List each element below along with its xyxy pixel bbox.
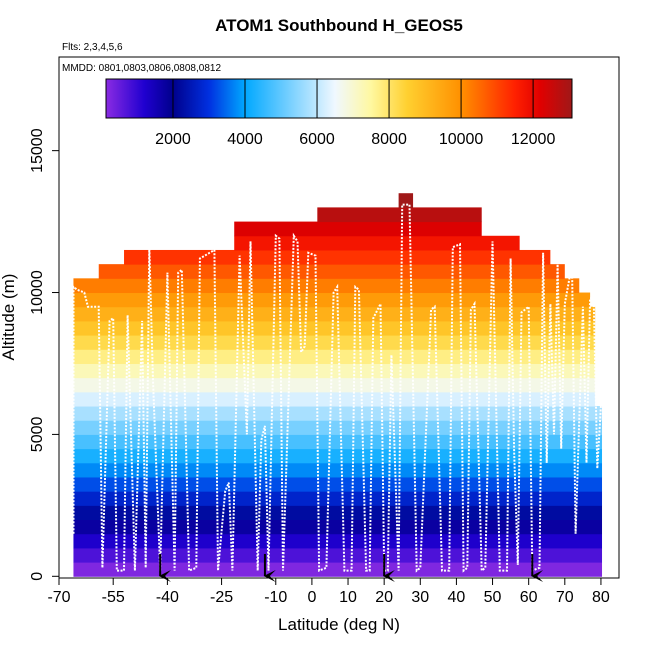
colorbar-tick-label: 12000 (511, 131, 556, 148)
x-tick-label: 30 (411, 589, 429, 606)
cell (234, 221, 482, 237)
cell (398, 193, 414, 208)
cell (124, 249, 551, 265)
cell (73, 320, 596, 336)
cell (73, 434, 603, 450)
annotation: MMDD: 0801,0803,0806,0808,0812 (62, 63, 221, 74)
cell (73, 462, 603, 478)
cell (73, 505, 603, 521)
y-tick-label: 5000 (29, 417, 46, 453)
x-tick-label: -40 (156, 589, 179, 606)
cell (73, 491, 603, 506)
x-tick-label: 10 (339, 589, 357, 606)
x-tick-label: -55 (102, 589, 125, 606)
cell (73, 519, 603, 535)
colorbar-tick-label: 10000 (439, 131, 484, 148)
plot-frame (58, 56, 620, 579)
x-tick-label: 60 (520, 589, 538, 606)
cell (73, 547, 603, 563)
cell (73, 533, 603, 549)
cell (73, 406, 603, 421)
cell (234, 235, 520, 251)
cell (73, 306, 596, 322)
x-tick-label: 80 (592, 589, 610, 606)
overlay (72, 203, 602, 582)
colorbar-tick-label: 4000 (227, 131, 263, 148)
x-axis-label: Latitude (deg N) (278, 615, 400, 634)
cell (73, 335, 596, 350)
x-tick-label: 0 (307, 589, 316, 606)
colorbar-tick-label: 6000 (299, 131, 335, 148)
x-tick-label: 20 (375, 589, 393, 606)
y-tick-label: 10000 (29, 270, 46, 315)
cell (73, 476, 603, 492)
cell (73, 420, 603, 435)
x-tick-label: -10 (264, 589, 287, 606)
y-axis-label: Altitude (m) (0, 274, 18, 361)
cell (98, 264, 565, 279)
cell (73, 349, 596, 364)
colorbar-tick-label: 2000 (155, 131, 191, 148)
x-tick-label: 50 (484, 589, 502, 606)
y-tick-label: 0 (29, 572, 46, 581)
curtain (73, 193, 603, 577)
x-tick-label: -70 (47, 589, 70, 606)
cell (73, 391, 596, 407)
x-tick-label: 70 (556, 589, 574, 606)
x-tick-label: 40 (448, 589, 466, 606)
cell (73, 363, 596, 379)
cell (73, 448, 603, 464)
cell (73, 562, 603, 577)
cell (73, 377, 596, 393)
chart-title: ATOM1 Southbound H_GEOS5 (215, 16, 463, 35)
subtitle: Flts: 2,3,4,5,6 (62, 42, 123, 53)
colorbar-tick-label: 8000 (371, 131, 407, 148)
colorbar (105, 78, 573, 119)
y-tick-label: 15000 (29, 128, 46, 173)
x-tick-label: -25 (210, 589, 233, 606)
cell (317, 207, 482, 223)
